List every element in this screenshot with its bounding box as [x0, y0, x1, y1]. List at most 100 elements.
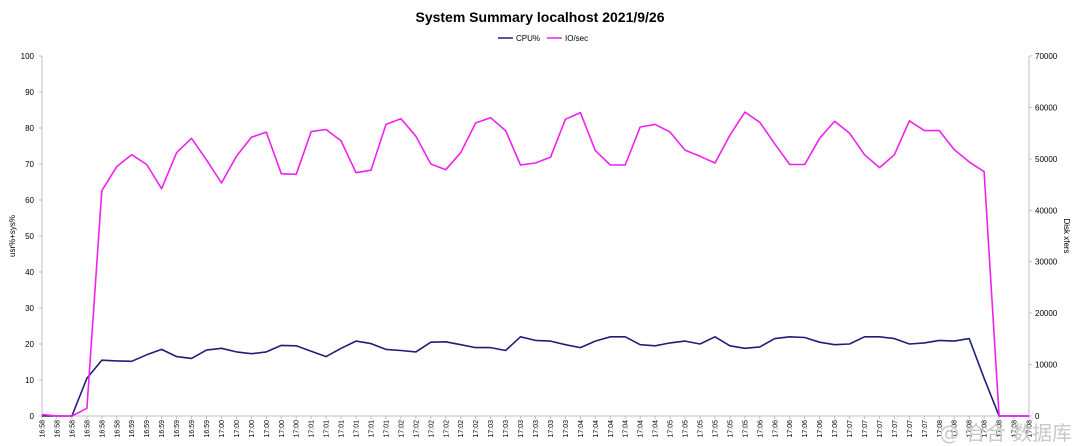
x-tick-label: 17:01	[354, 420, 361, 438]
x-tick-label: 17:07	[847, 420, 854, 438]
y-tick-right-label: 30000	[1035, 258, 1058, 267]
x-tick-label: 17:08	[997, 420, 1004, 438]
x-tick-label: 17:05	[668, 420, 675, 438]
legend: CPU% IO/sec	[498, 34, 588, 43]
x-tick-label: 17:00	[234, 420, 241, 438]
y-tick-left-label: 80	[25, 124, 34, 133]
y-ticks-right: 0 10000 20000 30000 40000 50000 60000 70000	[1029, 52, 1058, 421]
x-tick-label: 17:07	[922, 420, 929, 438]
x-tick-label: 16:59	[189, 420, 196, 438]
x-tick-label: 17:08	[967, 420, 974, 438]
legend-io-label: IO/sec	[565, 34, 588, 43]
x-tick-label: 17:05	[698, 420, 705, 438]
x-tick-label: 17:06	[832, 420, 839, 438]
x-tick-label: 17:08	[1012, 420, 1019, 438]
series-group	[41, 111, 1029, 417]
y-tick-left-label: 90	[25, 88, 34, 97]
x-tick-label: 17:05	[712, 420, 719, 438]
x-tick-label: 17:08	[937, 420, 944, 438]
x-tick-label: 16:58	[99, 420, 106, 438]
x-tick-label: 17:04	[638, 420, 645, 438]
x-tick-label: 17:07	[877, 420, 884, 438]
x-tick-label: 16:58	[40, 420, 47, 438]
x-tick-label: 17:01	[383, 420, 390, 438]
watermark-text: @ 合合 数据库	[939, 421, 1072, 445]
x-tick-label: 16:59	[204, 420, 211, 438]
x-tick-label: 17:01	[324, 420, 331, 438]
chart-title: System Summary localhost 2021/9/26	[415, 9, 664, 25]
x-tick-label: 17:08	[1027, 420, 1034, 438]
y-tick-right-label: 40000	[1035, 206, 1058, 215]
x-tick-label: 17:04	[593, 420, 600, 438]
x-tick-label: 17:03	[503, 420, 510, 438]
x-tick-label: 16:58	[114, 420, 121, 438]
y-tick-right-label: 10000	[1035, 361, 1058, 370]
x-tick-label: 17:06	[772, 420, 779, 438]
x-tick-label: 17:01	[369, 420, 376, 438]
y-tick-left-label: 0	[30, 412, 35, 421]
x-tick-label: 17:00	[279, 420, 286, 438]
x-tick-label: 17:06	[787, 420, 794, 438]
x-tick-label: 17:02	[443, 420, 450, 438]
y-tick-left-label: 100	[21, 52, 35, 61]
x-tick-label: 17:00	[249, 420, 256, 438]
x-tick-label: 17:00	[219, 420, 226, 438]
x-tick-label: 16:58	[84, 420, 91, 438]
series-line-io-sec	[41, 111, 1029, 417]
x-tick-label: 17:07	[892, 420, 899, 438]
x-tick-label: 17:03	[533, 420, 540, 438]
x-tick-label: 17:05	[683, 420, 690, 438]
y-tick-left-label: 70	[25, 160, 34, 169]
y-axis-left-label: usr%+sys%	[8, 215, 17, 257]
x-tick-label: 17:04	[578, 420, 585, 438]
x-tick-label: 17:02	[413, 420, 420, 438]
y-tick-right-label: 70000	[1035, 52, 1058, 61]
axes	[41, 56, 1030, 417]
legend-cpu-label: CPU%	[516, 34, 540, 43]
x-tick-label: 17:03	[563, 420, 570, 438]
x-tick-label: 17:06	[817, 420, 824, 438]
x-tick-label: 17:03	[548, 420, 555, 438]
x-tick-label: 17:00	[264, 420, 271, 438]
x-tick-label: 17:04	[608, 420, 615, 438]
x-tick-label: 17:03	[488, 420, 495, 438]
x-tick-label: 17:06	[802, 420, 809, 438]
x-tick-label: 16:59	[129, 420, 136, 438]
x-tick-label: 16:58	[69, 420, 76, 438]
x-tick-label: 17:06	[757, 420, 764, 438]
x-tick-label: 16:59	[159, 420, 166, 438]
x-tick-label: 17:02	[473, 420, 480, 438]
x-tick-label: 17:07	[907, 420, 914, 438]
x-tick-label: 17:01	[339, 420, 346, 438]
y-tick-left-label: 50	[25, 232, 34, 241]
x-tick-label: 16:58	[54, 420, 61, 438]
y-tick-left-label: 20	[25, 340, 34, 349]
x-tick-label: 17:00	[294, 420, 301, 438]
x-tick-label: 17:05	[742, 420, 749, 438]
y-tick-left-label: 10	[25, 376, 34, 385]
x-tick-label: 16:59	[144, 420, 151, 438]
x-ticks: 16:58 16:58 16:58 16:58 16:58 16:58 16:59 16:59…	[40, 416, 1034, 438]
x-tick-label: 17:03	[518, 420, 525, 438]
x-tick-label: 17:05	[727, 420, 734, 438]
x-tick-label: 17:08	[952, 420, 959, 438]
x-tick-label: 17:02	[398, 420, 405, 438]
y-tick-left-label: 30	[25, 304, 34, 313]
x-tick-label: 17:04	[623, 420, 630, 438]
y-tick-right-label: 60000	[1035, 103, 1058, 112]
series-line-cpu-	[42, 335, 1029, 417]
y-tick-right-label: 50000	[1035, 155, 1058, 164]
x-tick-label: 17:07	[862, 420, 869, 438]
y-tick-left-label: 40	[25, 268, 34, 277]
x-tick-label: 17:01	[309, 420, 316, 438]
y-ticks-left: 0 10 20 30 40 50 60 70 80 90 100	[21, 52, 42, 421]
x-tick-label: 17:02	[458, 420, 465, 438]
y-tick-left-label: 60	[25, 196, 34, 205]
y-tick-right-label: 20000	[1035, 309, 1058, 318]
x-tick-label: 17:04	[653, 420, 660, 438]
y-tick-right-label: 0	[1035, 412, 1040, 421]
x-tick-label: 16:59	[174, 420, 181, 438]
x-tick-label: 17:08	[982, 420, 989, 438]
y-axis-right-label: Disk xfers	[1062, 218, 1071, 253]
